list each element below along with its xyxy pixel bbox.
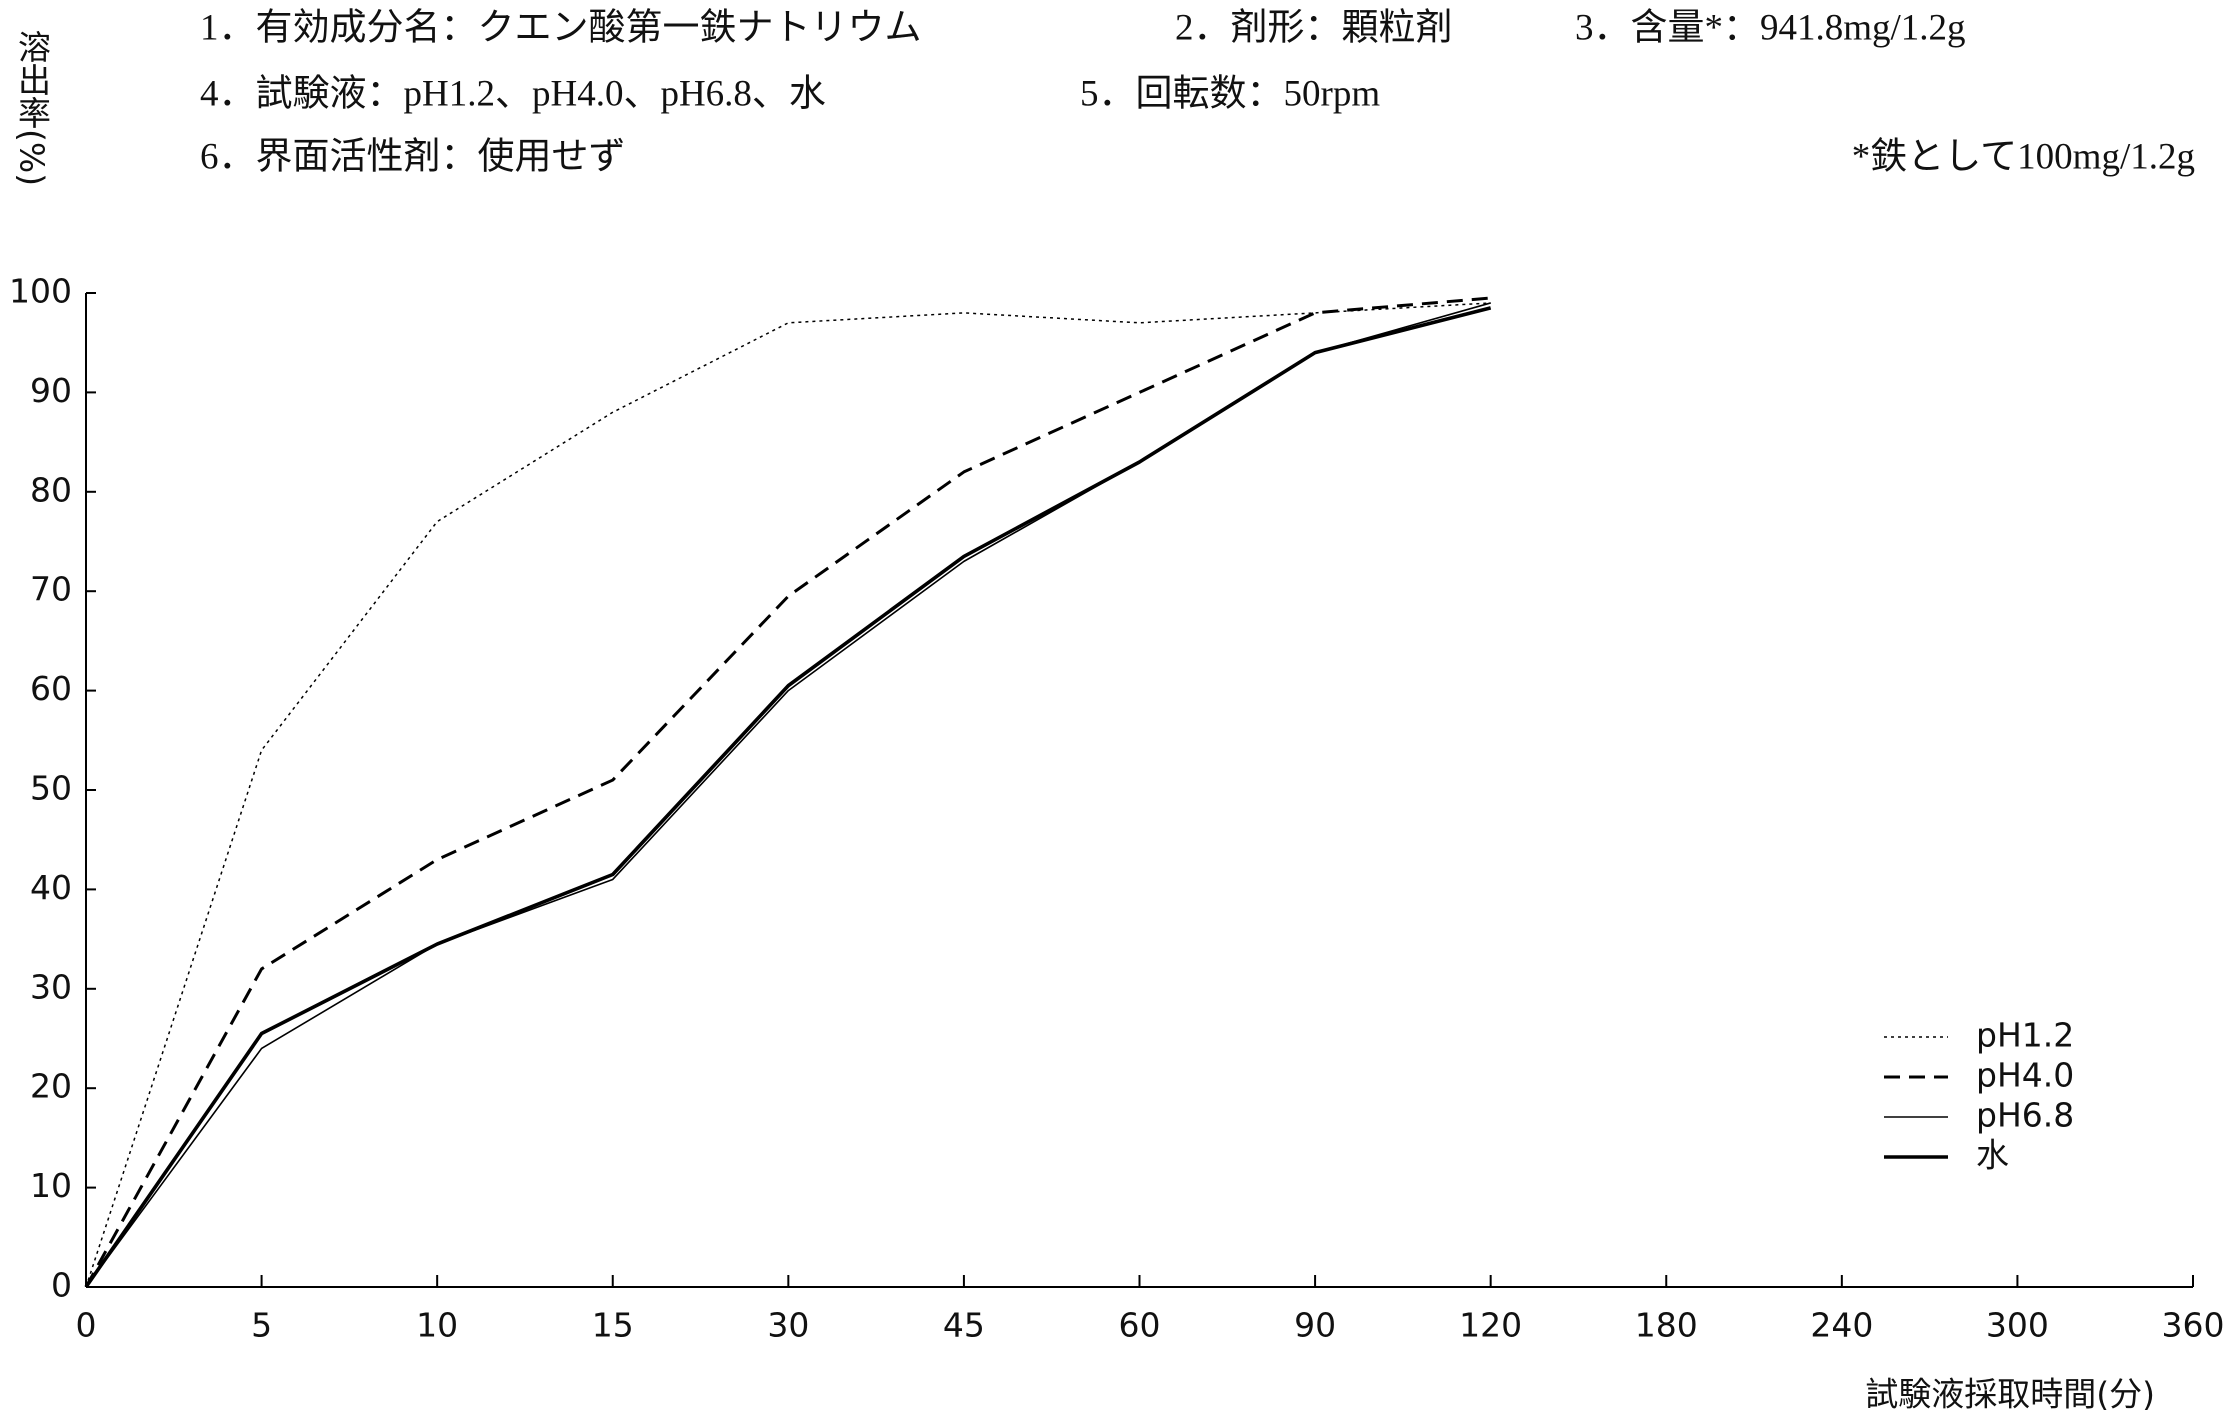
x-tick-label: 5 <box>251 1306 272 1345</box>
x-tick-label: 300 <box>1986 1306 2049 1345</box>
y-axis-label: 溶出率(%) <box>13 30 52 186</box>
legend-label: 水 <box>1976 1136 2009 1175</box>
x-tick-label: 15 <box>592 1306 634 1345</box>
series-line <box>84 296 1491 1288</box>
annotation: *鉄として100mg/1.2g <box>1852 135 2195 177</box>
y-tick-label: 70 <box>30 570 72 609</box>
x-tick-label: 90 <box>1294 1306 1336 1345</box>
annotation: 5．回転数：50rpm <box>1080 72 1380 114</box>
legend-label: pH4.0 <box>1976 1056 2074 1095</box>
y-tick-label: 100 <box>9 272 72 311</box>
y-tick-label: 60 <box>30 669 72 708</box>
y-tick-label: 20 <box>30 1067 72 1106</box>
series-line <box>84 306 1492 1289</box>
annotation: 6．界面活性剤：使用せず <box>200 135 626 177</box>
y-tick-label: 40 <box>30 868 72 907</box>
x-tick-label: 360 <box>2162 1306 2225 1345</box>
y-tick-label: 90 <box>30 371 72 410</box>
y-tick-label: 0 <box>51 1266 72 1305</box>
x-tick-label: 180 <box>1635 1306 1698 1345</box>
annotation: 3．含量*：941.8mg/1.2g <box>1575 6 1966 48</box>
series-line <box>85 302 1491 1288</box>
series-line <box>85 302 1491 1288</box>
y-tick-label: 50 <box>30 769 72 808</box>
x-tick-label: 60 <box>1119 1306 1161 1345</box>
x-tick-label: 240 <box>1810 1306 1873 1345</box>
annotation: 2．剤形：顆粒剤 <box>1175 6 1453 48</box>
annotation: 1．有効成分名：クエン酸第一鉄ナトリウム <box>200 6 922 48</box>
y-tick-label: 30 <box>30 967 72 1006</box>
y-tick-label: 80 <box>30 470 72 509</box>
y-tick-label: 10 <box>30 1166 72 1205</box>
annotation: 4．試験液：pH1.2、pH4.0、pH6.8、水 <box>200 72 826 114</box>
legend-label: pH6.8 <box>1976 1096 2074 1135</box>
x-tick-label: 120 <box>1459 1306 1522 1345</box>
x-tick-label: 10 <box>416 1306 458 1345</box>
x-tick-label: 30 <box>767 1306 809 1345</box>
x-tick-label: 0 <box>76 1306 97 1345</box>
x-tick-label: 45 <box>943 1306 985 1345</box>
legend-label: pH1.2 <box>1976 1016 2074 1055</box>
x-axis-label: 試験液採取時間(分) <box>1865 1375 2155 1414</box>
